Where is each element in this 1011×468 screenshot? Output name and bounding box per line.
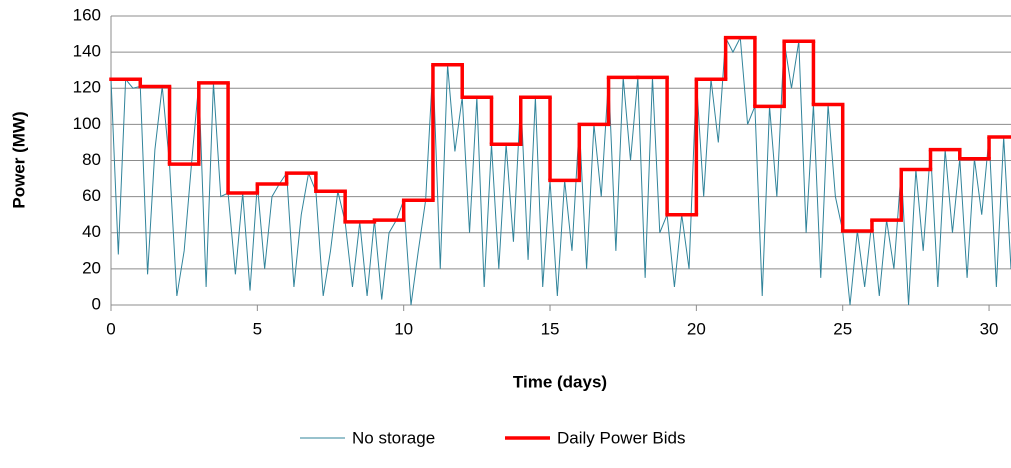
y-tick-label: 80 [82,150,101,169]
y-tick-label: 40 [82,222,101,241]
y-axis-label: Power (MW) [9,111,28,208]
y-tick-label: 100 [73,114,101,133]
x-tick-label: 10 [394,319,413,338]
x-axis-label: Time (days) [513,372,607,391]
y-tick-label: 0 [92,294,101,313]
x-tick-label: 30 [980,319,999,338]
x-tick-label: 20 [687,319,706,338]
y-tick-label: 140 [73,42,101,61]
x-tick-label: 25 [833,319,852,338]
y-tick-label: 60 [82,186,101,205]
y-tick-label: 20 [82,258,101,277]
y-tick-label: 160 [73,5,101,24]
legend-label: Daily Power Bids [557,428,686,447]
y-tick-label: 120 [73,78,101,97]
x-tick-label: 0 [106,319,115,338]
x-tick-label: 5 [253,319,262,338]
series-line [110,35,1011,306]
x-tick-label: 15 [541,319,560,338]
legend-label: No storage [352,428,435,447]
